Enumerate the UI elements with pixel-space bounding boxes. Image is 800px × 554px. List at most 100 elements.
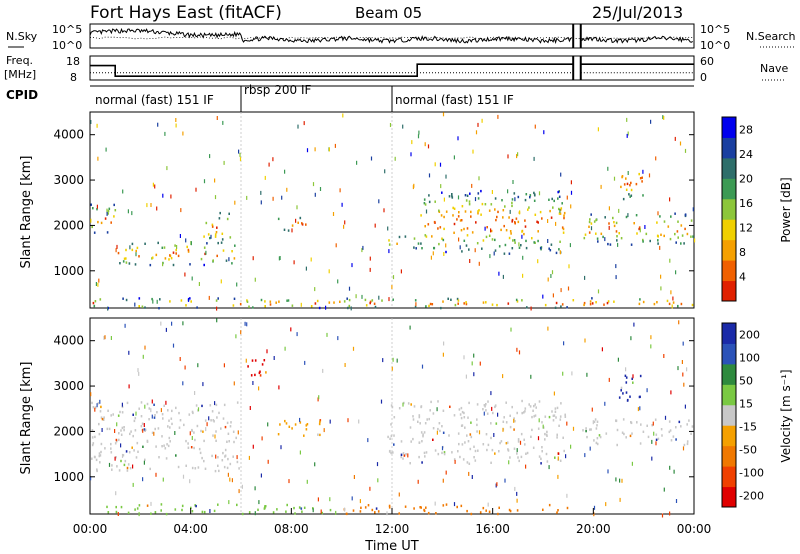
echo-cell [227,432,230,435]
echo-cell [556,433,558,436]
noise-echo-cell [619,497,621,502]
noise-echo-cell [143,460,145,465]
echo-cell [104,217,107,220]
noise-echo-cell [657,211,659,216]
noise-echo-cell [348,286,351,291]
colorbar-tick-label-6: 4 [739,270,746,283]
noise-echo-cell [306,148,309,153]
echo-cell [492,411,494,415]
echo-cell [375,507,378,510]
echo-cell [398,235,401,239]
noise-echo-cell [156,299,158,304]
noise-echo-cell [555,221,557,226]
echo-cell [163,404,165,407]
noise-echo-cell [566,195,568,200]
echo-cell [477,212,479,215]
echo-cell [107,511,110,514]
echo-cell [481,247,483,250]
echo-cell [138,504,141,507]
noise-echo-cell [334,143,336,148]
echo-cell [226,421,229,425]
echo-cell [140,415,143,418]
noise-echo-cell [214,178,216,183]
echo-cell [542,508,544,511]
echo-cell [509,456,511,459]
echo-cell [94,406,97,409]
echo-cell [593,420,596,424]
echo-cell [101,417,104,421]
echo-cell [504,243,507,247]
echo-cell [141,305,144,308]
noise-echo-cell [194,391,196,395]
echo-cell [215,430,217,433]
echo-cell [107,212,109,215]
echo-cell [531,237,533,240]
noise-echo-cell [514,197,516,202]
echo-cell [521,399,523,403]
noise-search-line [89,36,695,40]
echo-cell [523,438,525,441]
echo-cell [228,212,230,215]
echo-cell [439,226,442,229]
noise-echo-cell [326,332,328,337]
echo-cell [595,301,597,304]
echo-cell [629,434,632,438]
echo-cell [550,216,553,219]
echo-cell [468,200,471,203]
echo-cell [450,298,452,301]
echo-cell [499,441,501,445]
noise-echo-cell [391,366,393,371]
noise-echo-cell [281,195,283,200]
noise-echo-cell [652,421,654,426]
noise-echo-cell [272,157,274,162]
echo-cell [221,238,224,241]
noise-echo-cell [266,349,268,354]
nave-label: Nave [760,62,788,75]
echo-cell [346,297,348,300]
echo-cell [112,413,114,416]
noise-echo-cell [608,225,610,230]
echo-cell [486,448,488,452]
noise-echo-cell [661,513,664,518]
echo-cell [413,237,416,240]
noise-echo-cell [108,462,111,467]
echo-cell [490,461,492,464]
echo-cell [283,228,286,231]
echo-cell [214,233,217,236]
echo-cell [495,218,497,222]
echo-cell [405,453,407,456]
echo-cell [212,259,214,262]
echo-cell [181,508,183,512]
echo-cell [424,203,427,206]
echo-cell [511,201,513,205]
echo-cell [388,243,391,246]
echo-cell [517,438,520,441]
echo-cell [564,413,566,416]
echo-cell [97,220,99,224]
noise-echo-cell [498,271,500,276]
noise-echo-cell [547,219,549,223]
echo-cell [613,224,616,228]
echo-cell [246,300,249,303]
colorbar-swatch-6 [722,363,736,385]
echo-cell [490,203,493,206]
echo-cell [541,450,543,453]
noise-echo-cell [377,478,379,483]
echo-cell [680,302,683,306]
noise-echo-cell [664,415,667,420]
noise-echo-cell [463,355,465,360]
echo-cell [100,221,103,225]
echo-cell [616,443,618,447]
noise-echo-cell [660,274,662,279]
echo-cell [226,466,229,470]
noise-echo-cell [518,242,520,247]
noise-echo-cell [516,154,518,159]
noise-echo-cell [228,500,230,505]
noise-echo-cell [608,377,610,382]
noise-echo-cell [417,134,420,139]
noise-echo-cell [670,390,672,395]
echo-cell [470,215,472,218]
echo-cell [496,303,498,307]
noise-echo-cell [550,274,552,278]
echo-cell [118,432,120,435]
